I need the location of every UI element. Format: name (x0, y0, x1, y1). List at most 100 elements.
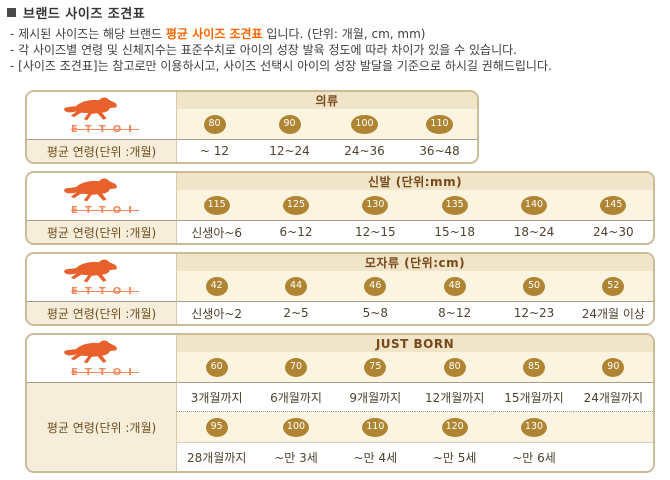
size-badge: 42 (205, 276, 228, 296)
table-title: 의류 (177, 92, 477, 109)
size-badge-cell: 110 (335, 412, 415, 443)
age-value: ~만 6세 (512, 450, 556, 465)
age-cell: 28개월까지 (177, 443, 257, 471)
brand-name: ETTOI (71, 285, 139, 297)
size-badge: 120 (441, 417, 468, 437)
age-cell: ~만 4세 (335, 443, 415, 471)
age-value: 24개월 이상 (581, 306, 645, 321)
size-badge: 130 (520, 417, 548, 437)
page-title: 브랜드 사이즈 조견표 (23, 7, 146, 22)
note-1-post: 입니다. (단위: 개월, cm, mm) (262, 27, 426, 41)
size-badge: 90 (602, 357, 625, 377)
age-value: ~만 3세 (274, 450, 318, 465)
size-badge-cell: 130 (494, 412, 574, 443)
age-cell: 신생아~6 (177, 220, 257, 243)
age-cell: 15개월까지 (494, 382, 574, 412)
size-badge-cell: 52 (573, 271, 653, 301)
age-value: 8~12 (438, 306, 472, 320)
size-badge: 115 (203, 195, 230, 215)
size-badge: 110 (362, 417, 389, 437)
size-badge: 48 (443, 276, 466, 296)
brand-name: ETTOI (71, 204, 139, 216)
age-cell: 2~5 (256, 301, 336, 324)
size-badge: 90 (278, 114, 301, 134)
age-value: 9개월까지 (349, 390, 402, 405)
age-value: 12~24 (269, 144, 310, 158)
age-value: 24~36 (344, 144, 385, 158)
size-table-just-born: ETTOI JUST BORN 60 70 75 80 85 90 3개월까지 6개월까지 9개월… (25, 333, 655, 473)
age-value: 12개월까지 (424, 390, 485, 405)
size-badge: 52 (602, 276, 625, 296)
size-table-clothing: ETTOI 의류 80 90 100 110 ~ 12 12~24 24~36 36~48 평균 … (25, 90, 479, 164)
brand-name: ETTOI (71, 123, 139, 135)
age-value: 24개월까지 (583, 390, 644, 405)
age-value: 28개월까지 (186, 450, 247, 465)
age-cell: 12~15 (335, 220, 415, 243)
size-badge-cell: 110 (402, 109, 477, 139)
age-cell: 15~18 (415, 220, 495, 243)
horse-icon (63, 258, 117, 282)
size-badge: 100 (351, 114, 378, 134)
brand-logo: ETTOI (60, 177, 144, 216)
size-badge-cell: 90 (252, 109, 327, 139)
logo-cell: ETTOI (27, 254, 177, 301)
size-badge-cell: 135 (415, 190, 495, 220)
size-badge-cell: 95 (177, 412, 257, 443)
size-badge: 145 (600, 195, 627, 215)
age-cell: 6개월까지 (256, 382, 336, 412)
age-cell: 24~36 (327, 139, 402, 162)
logo-cell: ETTOI (27, 335, 177, 382)
brand-name: ETTOI (71, 366, 139, 378)
age-value: 신생아~6 (191, 225, 243, 240)
size-badge-cell: 85 (494, 352, 574, 382)
size-badge-cell: 46 (335, 271, 415, 301)
size-badge-cell: 80 (415, 352, 495, 382)
size-badge: 125 (282, 195, 310, 215)
age-cell: 신생아~2 (177, 301, 257, 324)
size-badge-cell: 115 (177, 190, 257, 220)
age-value: 6개월까지 (270, 390, 322, 405)
size-badge-cell: 90 (573, 352, 653, 382)
age-value: 3개월까지 (190, 390, 243, 405)
horse-icon (63, 177, 117, 201)
table-title: 모자류 (단위:cm) (177, 254, 653, 271)
brand-logo: ETTOI (60, 339, 144, 378)
size-badge: 70 (284, 357, 307, 377)
size-badge: 46 (364, 276, 387, 296)
size-badge-cell: 100 (327, 109, 402, 139)
size-badge-cell (573, 412, 653, 443)
age-row-label: 평균 연령(단위 :개월) (27, 382, 177, 471)
age-cell: 12~23 (494, 301, 574, 324)
note-line-2: - 각 사이즈별 연령 및 신체지수는 표준수치로 아이의 성장 발육 정도에 … (10, 43, 517, 57)
age-cell: 18~24 (494, 220, 574, 243)
size-badge: 75 (364, 357, 387, 377)
size-badge-cell: 145 (573, 190, 653, 220)
size-badge-cell: 50 (494, 271, 574, 301)
size-badge: 140 (520, 195, 548, 215)
note-1-highlight: 평균 사이즈 조견표 (165, 27, 263, 41)
size-badge-cell: 130 (335, 190, 415, 220)
age-value: 36~48 (419, 144, 460, 158)
size-badge: 44 (284, 276, 307, 296)
age-cell: 9개월까지 (335, 382, 415, 412)
note-line-3: - [사이즈 조견표]는 참고로만 이용하시고, 사이즈 선택시 아이의 성장 … (10, 59, 552, 73)
age-cell: ~만 5세 (415, 443, 495, 471)
age-cell: 24~30 (573, 220, 653, 243)
brand-logo: ETTOI (60, 258, 144, 297)
age-value: 신생아~2 (191, 306, 243, 321)
size-badge: 60 (205, 357, 228, 377)
notes: - 제시된 사이즈는 해당 브랜드 평균 사이즈 조견표 입니다. (단위: 개… (10, 26, 670, 74)
size-badge: 50 (522, 276, 545, 296)
horse-icon (63, 96, 117, 120)
note-1-pre: - 제시된 사이즈는 해당 브랜드 (10, 27, 166, 41)
age-cell: 24개월까지 (573, 382, 653, 412)
age-row-label: 평균 연령(단위 :개월) (27, 301, 177, 324)
age-value: 15~18 (434, 225, 475, 239)
size-badge-cell: 140 (494, 190, 574, 220)
size-badge: 110 (426, 114, 453, 134)
age-value: 2~5 (283, 306, 309, 320)
square-bullet-icon (7, 8, 16, 17)
age-cell: 24개월 이상 (573, 301, 653, 324)
age-value: 12~15 (355, 225, 396, 239)
